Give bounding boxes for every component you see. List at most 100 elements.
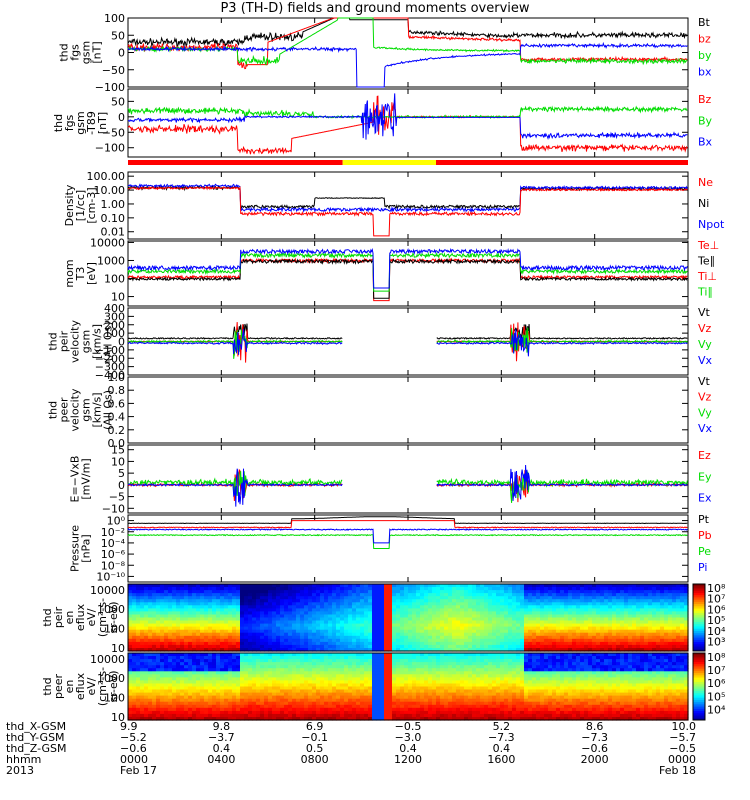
- electron-spectrogram-cell: [228, 710, 233, 715]
- ion-spectrogram-cell: [312, 648, 317, 652]
- ion-spectrogram-cell: [264, 626, 269, 631]
- ion-spectrogram-cell: [264, 614, 269, 619]
- ion-spectrogram-cell: [248, 590, 253, 594]
- ion-spectrogram-cell: [440, 596, 445, 600]
- electron-spectrogram-cell: [364, 680, 369, 684]
- ion-spectrogram-cell: [220, 638, 225, 643]
- ion-spectrogram-cell: [224, 599, 229, 603]
- electron-spectrogram-cell: [396, 695, 401, 700]
- ion-spectrogram-cell: [680, 596, 685, 600]
- ion-spectrogram-cell: [504, 626, 509, 631]
- ion-spectrogram-cell: [388, 596, 393, 600]
- ion-spectrogram-cell: [132, 596, 137, 600]
- electron-spectrogram-cell: [312, 683, 317, 688]
- ion-spectrogram-cell: [368, 590, 373, 594]
- ion-spectrogram-cell: [628, 638, 633, 643]
- ion-spectrogram-cell: [344, 629, 349, 634]
- electron-spectrogram-cell: [212, 710, 217, 715]
- electron-spectrogram-cell: [216, 704, 221, 709]
- ion-spectrogram-cell: [300, 584, 305, 588]
- electron-spectrogram-cell: [380, 674, 385, 678]
- ion-spectrogram-cell: [480, 584, 485, 588]
- electron-spectrogram-cell: [128, 674, 133, 678]
- ion-spectrogram-cell: [532, 623, 537, 628]
- ion-spectrogram-cell: [640, 611, 645, 615]
- ion-spectrogram-cell: [360, 611, 365, 615]
- ion-spectrogram-cell: [672, 605, 677, 609]
- electron-spectrogram-cell: [328, 686, 333, 691]
- ion-spectrogram-cell: [160, 623, 165, 628]
- ion-spectrogram-cell: [200, 620, 205, 625]
- electron-spectrogram-cell: [336, 707, 341, 712]
- ion-spectrogram-cell: [152, 590, 157, 594]
- electron-spectrogram-cell: [296, 680, 301, 684]
- electron-spectrogram-cell: [220, 701, 225, 706]
- electron-spectrogram-cell: [308, 662, 313, 666]
- ion-spectrogram-cell: [508, 632, 513, 637]
- ion-spectrogram-cell: [624, 596, 629, 600]
- ion-spectrogram-cell: [476, 587, 481, 591]
- electron-spectrogram-cell: [332, 674, 337, 678]
- ion-spectrogram-cell: [408, 641, 413, 646]
- ion-spectrogram-cell: [284, 587, 289, 591]
- series-Ex: [127, 464, 688, 507]
- ion-spectrogram-cell: [472, 599, 477, 603]
- ion-spectrogram-cell: [584, 605, 589, 609]
- electron-spectrogram-cell: [348, 659, 353, 663]
- ion-spectrogram-cell: [228, 626, 233, 631]
- ion-spectrogram-cell: [196, 584, 201, 588]
- ion-spectrogram-cell: [320, 623, 325, 628]
- electron-spectrogram-cell: [228, 671, 233, 675]
- ion-spectrogram-cell: [524, 614, 529, 619]
- ion-spectrogram-cell: [368, 641, 373, 646]
- ion-spectrogram-cell: [144, 596, 149, 600]
- electron-spectrogram-cell: [304, 689, 309, 694]
- ion-spectrogram-cell: [416, 584, 421, 588]
- ion-spectrogram-cell: [224, 648, 229, 652]
- ion-spectrogram-cell: [536, 593, 541, 597]
- electron-spectrogram-cell: [128, 683, 133, 688]
- electron-spectrogram-cell: [260, 662, 265, 666]
- ion-spectrogram-cell: [208, 614, 213, 619]
- electron-spectrogram-cell: [148, 704, 153, 709]
- ion-spectrogram-cell: [340, 617, 345, 622]
- ion-spectrogram-cell: [620, 593, 625, 597]
- ion-spectrogram-cell: [368, 635, 373, 640]
- ion-spectrogram-cell: [196, 590, 201, 594]
- ion-spectrogram-cell: [620, 614, 625, 619]
- ion-spectrogram-cell: [396, 635, 401, 640]
- electron-spectrogram-cell: [228, 674, 233, 678]
- electron-spectrogram-cell: [196, 701, 201, 706]
- electron-spectrogram-cell: [192, 674, 197, 678]
- ion-spectrogram-cell: [648, 623, 653, 628]
- ion-spectrogram-cell: [188, 648, 193, 652]
- ion-spectrogram-cell: [376, 626, 381, 631]
- ion-spectrogram-cell: [476, 641, 481, 646]
- ion-spectrogram-cell: [472, 632, 477, 637]
- electron-spectrogram-cell: [188, 704, 193, 709]
- ion-spectrogram-cell: [656, 626, 661, 631]
- electron-spectrogram-cell: [148, 680, 153, 684]
- ion-spectrogram-cell: [296, 620, 301, 625]
- electron-spectrogram-cell: [172, 704, 177, 709]
- electron-spectrogram-cell: [268, 665, 273, 669]
- ion-spectrogram-cell: [632, 599, 637, 603]
- ion-spectrogram-cell: [572, 644, 577, 649]
- ion-spectrogram-cell: [224, 593, 229, 597]
- ion-spectrogram-cell: [512, 644, 517, 649]
- ytick-label: 10000: [90, 653, 125, 666]
- ion-spectrogram-cell: [360, 590, 365, 594]
- ion-spectrogram-cell: [220, 629, 225, 634]
- ion-spectrogram-cell: [524, 593, 529, 597]
- electron-spectrogram-cell: [172, 662, 177, 666]
- electron-spectrogram-cell: [348, 707, 353, 712]
- ion-spectrogram-cell: [208, 641, 213, 646]
- electron-spectrogram-cell: [212, 713, 217, 718]
- ion-spectrogram-cell: [612, 644, 617, 649]
- ion-spectrogram-cell: [432, 620, 437, 625]
- electron-spectrogram-cell: [296, 710, 301, 715]
- electron-spectrogram-cell: [392, 653, 397, 657]
- ion-spectrogram-cell: [524, 584, 529, 588]
- ion-spectrogram-cell: [316, 641, 321, 646]
- ion-spectrogram-cell: [488, 602, 493, 606]
